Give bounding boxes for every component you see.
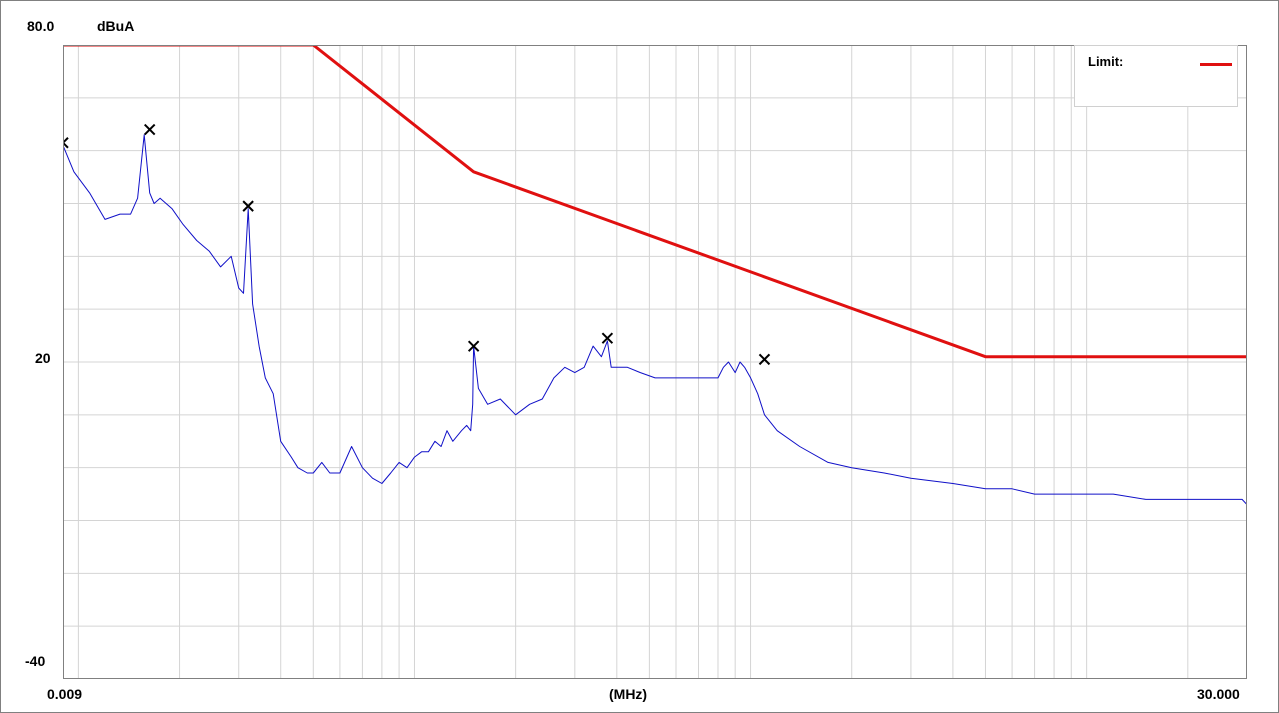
plot-border	[63, 45, 1247, 679]
peak-marker-stroke	[63, 137, 69, 145]
peak-marker-stroke	[601, 332, 614, 344]
peak-marker	[601, 332, 614, 344]
peak-marker	[242, 200, 254, 212]
legend-label-limit: Limit:	[1088, 54, 1124, 69]
plot-area	[63, 45, 1247, 679]
peak-marker-stroke	[242, 200, 254, 212]
peak-marker	[63, 137, 69, 149]
y-axis-max-label: 80.0	[27, 18, 55, 34]
peak-marker-stroke	[63, 141, 69, 149]
peak-marker	[143, 123, 156, 136]
measured-trace	[63, 134, 1247, 505]
peak-marker-stroke	[758, 353, 771, 366]
x-axis-unit-label: (MHz)	[609, 686, 648, 702]
grid	[63, 45, 1247, 679]
legend-swatch-limit	[1200, 63, 1232, 66]
peak-markers	[63, 123, 771, 366]
peak-marker-stroke	[143, 123, 156, 136]
x-axis-max-label: 30.000	[1197, 686, 1240, 702]
peak-marker-stroke	[467, 340, 480, 352]
series-group	[63, 45, 1247, 505]
y-axis-mid-label: 20	[35, 350, 51, 366]
y-axis-unit-label: dBuA	[97, 18, 135, 34]
limit-line	[63, 45, 1247, 359]
peak-marker	[467, 340, 480, 352]
peak-marker	[758, 353, 771, 366]
legend: Limit:	[1074, 45, 1238, 107]
y-axis-min-label: -40	[25, 653, 46, 669]
x-axis-min-label: 0.009	[47, 686, 83, 702]
